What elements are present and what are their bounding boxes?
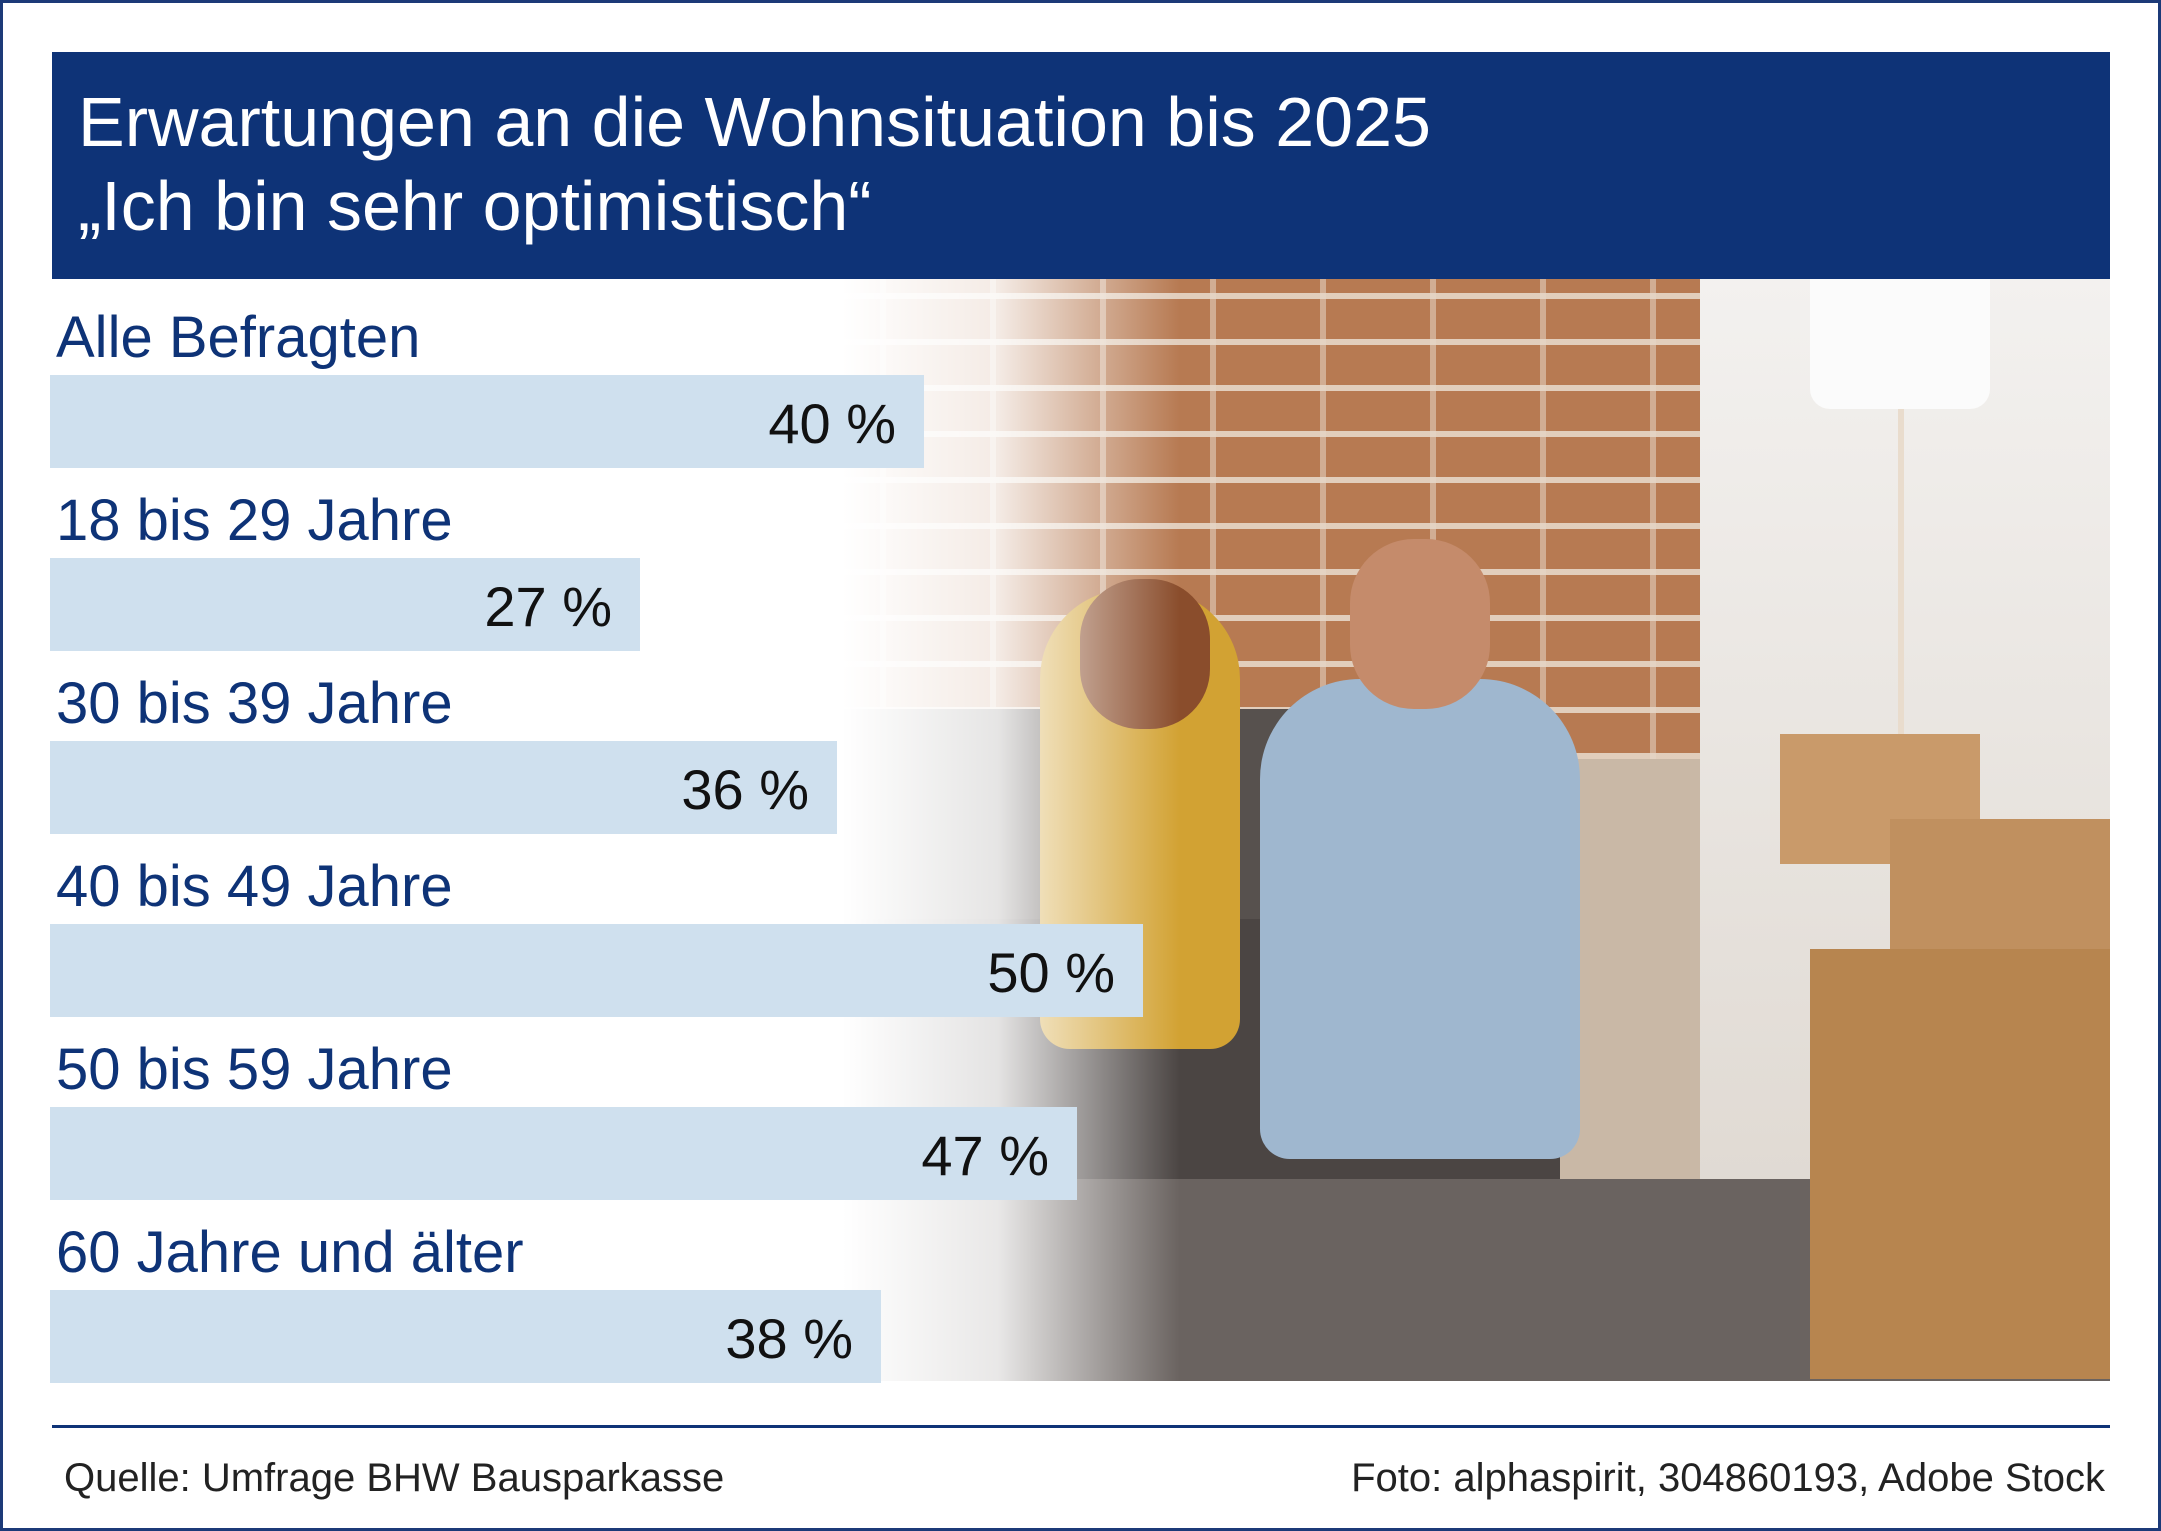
chart-subtitle: „Ich bin sehr optimistisch“ [78, 167, 872, 245]
person-man [1260, 679, 1580, 1159]
bar-value-label: 47 % [921, 1124, 1049, 1187]
category-label: 40 bis 49 Jahre [56, 854, 453, 919]
moving-box [1810, 949, 2110, 1379]
bar-value-label: 36 % [681, 758, 809, 821]
footer-rule [52, 1425, 2110, 1428]
category-label: 18 bis 29 Jahre [56, 488, 453, 553]
category-label: 30 bis 39 Jahre [56, 671, 453, 736]
bar-value-label: 40 % [768, 392, 896, 455]
category-label: 60 Jahre und älter [56, 1220, 524, 1285]
category-label: Alle Befragten [56, 305, 421, 370]
lamp-stand [1898, 409, 1904, 829]
bar [50, 741, 837, 834]
bar-value-label: 27 % [484, 575, 612, 638]
bar-value-label: 38 % [725, 1307, 853, 1370]
bar [50, 1107, 1077, 1200]
photo-credit: Foto: alphaspirit, 304860193, Adobe Stoc… [1351, 1456, 2105, 1500]
bar [50, 375, 924, 468]
bar [50, 924, 1143, 1017]
bar [50, 558, 640, 651]
chart-title: Erwartungen an die Wohnsituation bis 202… [78, 83, 1431, 161]
person-man-head [1350, 539, 1490, 709]
chart-header: Erwartungen an die Wohnsituation bis 202… [52, 52, 2110, 279]
source-note: Quelle: Umfrage BHW Bausparkasse [64, 1456, 725, 1500]
bar-value-label: 50 % [987, 941, 1115, 1004]
bar [50, 1290, 881, 1383]
lamp-shade [1810, 279, 1990, 409]
category-label: 50 bis 59 Jahre [56, 1037, 453, 1102]
